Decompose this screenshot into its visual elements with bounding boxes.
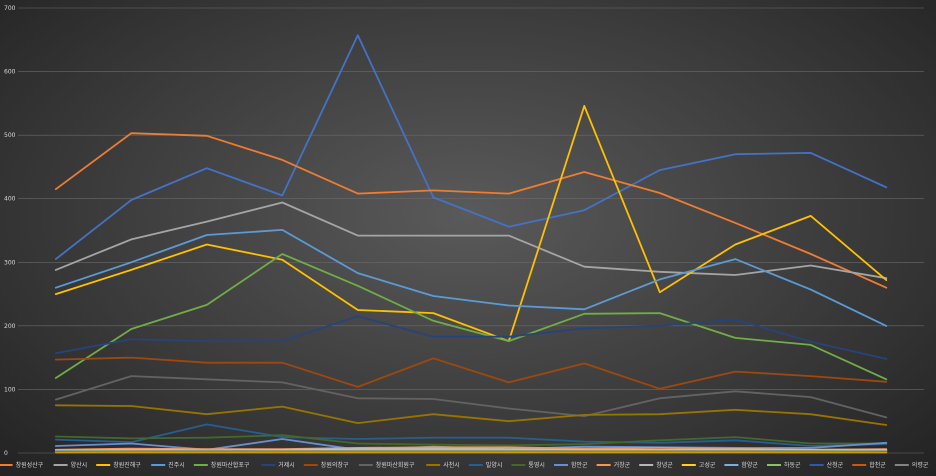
legend-label: 사천시	[443, 461, 460, 469]
legend-label: 창원성산구	[16, 461, 44, 469]
legend-label: 함안군	[571, 461, 588, 469]
series-line-2	[54, 201, 888, 280]
legend-label: 합천군	[869, 461, 886, 469]
legend-item: 의령군	[894, 461, 929, 469]
legend-item: 창원마산합포구	[193, 461, 250, 469]
y-tick-label: 400	[4, 196, 16, 203]
legend-label: 밀양시	[486, 461, 503, 469]
legend-item: 거제시	[261, 461, 295, 469]
series-line-0	[54, 34, 888, 261]
legend-label: 산청군	[827, 461, 844, 469]
legend-item: 거창군	[596, 461, 631, 469]
series-line-8	[54, 375, 888, 419]
legend-label: 거창군	[614, 461, 631, 469]
legend-label: 창원마산회원구	[376, 461, 415, 469]
legend-item: 창원마산회원구	[358, 461, 415, 469]
series-line-5	[54, 253, 888, 381]
y-tick-label: 200	[4, 323, 16, 330]
legend-item: 사천시	[426, 461, 460, 469]
series-line-10	[54, 423, 888, 447]
gridlines	[18, 7, 924, 454]
legend-label: 창원마산합포구	[211, 461, 250, 469]
series-line-7	[54, 356, 888, 390]
legend-item: 창원진해구	[96, 461, 141, 469]
legend-item: 창원의창구	[303, 461, 349, 469]
legend-item: 합천군	[852, 461, 886, 469]
y-tick-label: 600	[4, 69, 16, 76]
series-line-11	[54, 434, 888, 447]
legend-item: 하동군	[767, 461, 801, 469]
legend-label: 진주시	[168, 461, 185, 469]
legend-item: 함안군	[554, 461, 588, 469]
legend-label: 의령군	[912, 461, 929, 469]
legend-label: 창원진해구	[113, 461, 141, 469]
legend-item: 창원성산구	[0, 461, 44, 469]
legend-label: 고성군	[699, 461, 716, 469]
y-tick-label: 500	[4, 132, 16, 139]
series-line-3	[54, 105, 888, 343]
legend-item: 창녕군	[639, 461, 673, 469]
legend-item: 산청군	[809, 461, 844, 469]
series-lines	[54, 34, 888, 454]
legend-item: 밀양시	[468, 461, 503, 469]
legend-label: 하동군	[784, 461, 801, 469]
y-tick-label: 300	[4, 259, 16, 266]
legend-item: 통영시	[511, 461, 545, 469]
series-line-6	[54, 315, 888, 360]
legend-item: 양산시	[53, 461, 88, 469]
legend-label: 창원의창구	[321, 461, 349, 469]
series-line-9	[54, 404, 888, 426]
y-axis-ticks: 0 100 200 300 400 500 600 700	[4, 5, 16, 457]
legend-item: 진주시	[151, 461, 185, 469]
legend: 김해시창원성산구양산시창원진해구진주시창원마산합포구거제시창원의창구창원마산회원…	[0, 461, 929, 469]
y-tick-label: 700	[4, 5, 16, 12]
legend-label: 양산시	[71, 461, 88, 469]
y-tick-label: 100	[4, 386, 16, 393]
legend-label: 거제시	[278, 461, 295, 469]
y-tick-label: 0	[4, 450, 8, 457]
series-line-1	[54, 132, 888, 289]
legend-item: 함양군	[724, 461, 758, 469]
legend-item: 고성군	[681, 461, 716, 469]
series-line-4	[54, 228, 888, 327]
legend-label: 통영시	[528, 461, 545, 469]
legend-label: 창녕군	[656, 461, 673, 469]
legend-label: 함양군	[741, 461, 758, 469]
